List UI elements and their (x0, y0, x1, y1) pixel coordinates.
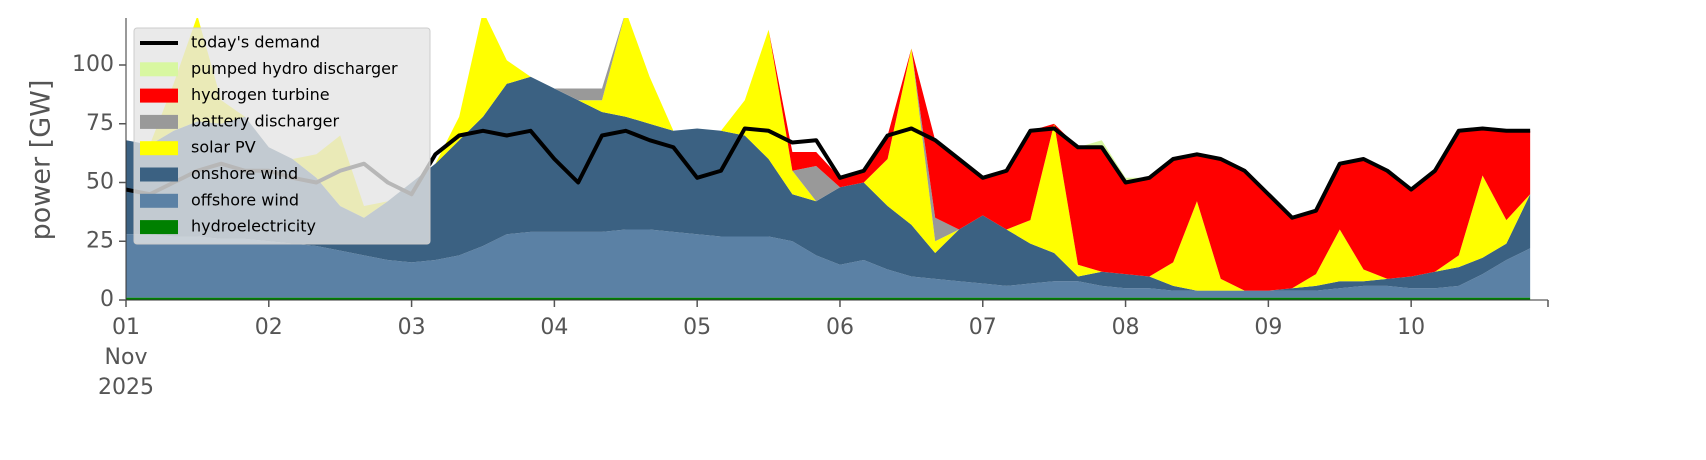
y-tick-label: 75 (86, 111, 114, 136)
area-4 (126, 18, 1531, 291)
legend-swatch (140, 88, 178, 103)
legend-label: onshore wind (191, 164, 298, 183)
y-tick-label: 100 (72, 52, 114, 77)
legend-swatch (140, 62, 178, 77)
legend-swatch (140, 167, 178, 182)
legend-label: pumped hydro discharger (191, 59, 398, 78)
legend-label: solar PV (191, 138, 256, 157)
legend-label: hydrogen turbine (191, 85, 330, 104)
x-tick-label: 10 (1397, 315, 1425, 340)
x-tick-label: 05 (683, 315, 711, 340)
y-axis-label: power [GW] (26, 80, 57, 241)
area-6 (126, 229, 1531, 298)
y-tick-label: 50 (86, 170, 114, 195)
x-tick-label: 08 (1112, 315, 1140, 340)
legend-swatch (140, 141, 178, 156)
legend-swatch (140, 114, 178, 129)
x-tick-label: 07 (969, 315, 997, 340)
x-tick-label: 06 (826, 315, 854, 340)
area-7 (126, 297, 1531, 300)
y-tick-label: 0 (100, 287, 114, 312)
legend-label: offshore wind (191, 190, 299, 209)
legend-label: hydroelectricity (191, 217, 316, 236)
legend-box (133, 27, 431, 245)
x-tick-label: 01 Nov 2025 (98, 315, 154, 400)
area-2 (126, 18, 1531, 291)
legend-label: today's demand (191, 33, 320, 52)
x-tick-label: 09 (1254, 315, 1282, 340)
legend-label: battery discharger (191, 111, 339, 130)
y-tick-label: 25 (86, 228, 114, 253)
x-tick-label: 04 (540, 315, 568, 340)
legend-swatch (140, 220, 178, 235)
x-tick-label: 03 (398, 315, 426, 340)
x-tick-label: 02 (255, 315, 283, 340)
legend-swatch (140, 193, 178, 208)
